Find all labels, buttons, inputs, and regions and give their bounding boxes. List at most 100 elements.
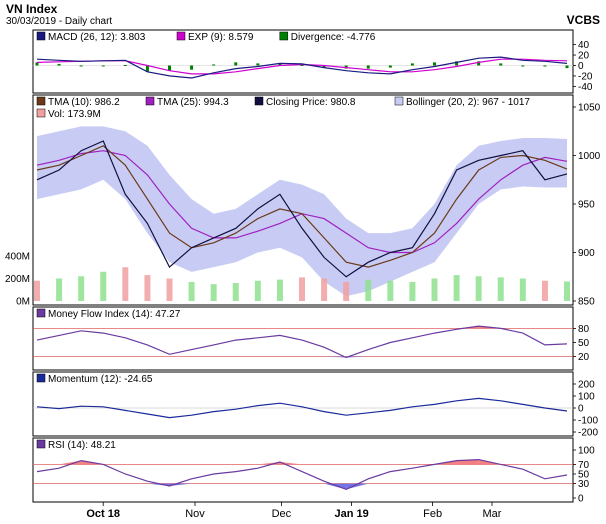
volume-bar xyxy=(519,278,526,301)
y-tick-label: -20 xyxy=(578,71,593,82)
legend-swatch xyxy=(36,373,46,383)
divergence-bar xyxy=(123,64,127,66)
divergence-bar xyxy=(499,63,503,66)
volume-bar xyxy=(541,280,548,301)
volume-tick-label: 400M xyxy=(5,252,30,263)
divergence-bar xyxy=(543,65,547,67)
volume-bar xyxy=(144,275,151,301)
volume-tick-label: 200M xyxy=(5,274,30,285)
volume-bar xyxy=(232,283,239,301)
volume-bar xyxy=(210,284,217,301)
volume-bar xyxy=(431,278,438,301)
legend-swatch xyxy=(36,108,46,118)
y-tick-label: 50 xyxy=(578,338,590,349)
oversold-fill xyxy=(346,356,369,358)
divergence-bar xyxy=(278,63,282,66)
divergence-bar xyxy=(190,65,194,70)
divergence-bar xyxy=(101,65,105,67)
legend-label: EXP (9): 8.579 xyxy=(188,32,254,43)
y-tick-label: 1000 xyxy=(578,151,601,162)
legend-swatch xyxy=(36,31,46,41)
legend-label: Money Flow Index (14): 47.27 xyxy=(48,309,181,320)
volume-bar xyxy=(299,277,305,301)
volume-tick-label: 0M xyxy=(16,297,30,308)
divergence-bar xyxy=(212,64,216,66)
volume-bar xyxy=(321,278,328,301)
divergence-bar xyxy=(79,65,83,67)
x-tick-label: Jan 19 xyxy=(334,508,368,520)
divergence-bar xyxy=(388,65,392,68)
volume-bar xyxy=(254,280,261,301)
volume-bar xyxy=(122,267,129,301)
volume-bar xyxy=(497,277,504,301)
volume-bar xyxy=(365,279,372,301)
divergence-bar xyxy=(57,63,61,66)
series-momentum-line xyxy=(36,397,568,419)
y-tick-label: 0 xyxy=(578,404,584,415)
volume-bar xyxy=(343,281,350,301)
oversold-fill xyxy=(346,483,369,490)
y-tick-label: 20 xyxy=(578,51,590,62)
legend-label: Divergence: -4.776 xyxy=(291,32,376,43)
legend-swatch xyxy=(176,31,186,41)
legend-swatch xyxy=(36,308,46,318)
legend-swatch xyxy=(36,439,46,449)
series-rsi-line xyxy=(36,458,568,491)
series-macd-line xyxy=(36,56,568,79)
y-tick-label: -100 xyxy=(578,416,598,427)
divergence-bar xyxy=(300,64,304,66)
x-tick-label: Dec xyxy=(272,508,292,520)
overbought-fill xyxy=(59,460,82,465)
divergence-bar xyxy=(168,65,171,71)
divergence-bar xyxy=(455,61,459,66)
legend-swatch xyxy=(254,96,264,106)
x-tick-label: Oct 18 xyxy=(86,508,120,520)
bollinger-band xyxy=(37,126,567,297)
divergence-bar xyxy=(521,65,525,67)
divergence-bar xyxy=(145,65,149,72)
y-tick-label: 950 xyxy=(578,200,595,211)
x-tick-label: Feb xyxy=(423,508,442,520)
legend-swatch xyxy=(36,96,46,106)
y-tick-label: 50 xyxy=(578,470,590,481)
panel-price: 1050 1000 950 900 850 400M 200M 0M TMA (10): 986… xyxy=(5,94,601,308)
y-tick-label: 20 xyxy=(578,352,590,363)
divergence-bar xyxy=(234,62,238,66)
x-axis: Oct 18 Nov Dec Jan 19 Feb Mar xyxy=(86,502,502,520)
volume-bar xyxy=(276,279,283,301)
volume-bar xyxy=(475,276,482,301)
divergence-bar xyxy=(477,61,481,66)
y-tick-label: 80 xyxy=(578,324,590,335)
divergence-bar xyxy=(35,62,39,66)
divergence-bar xyxy=(322,65,326,68)
divergence-bar xyxy=(366,65,370,69)
legend-label: Bollinger (20, 2): 967 - 1017 xyxy=(406,97,530,108)
legend-swatch xyxy=(394,96,404,106)
volume-bar xyxy=(564,281,570,301)
legend-swatch xyxy=(145,96,155,106)
volume-bar xyxy=(188,281,195,301)
y-tick-label: 850 xyxy=(578,297,595,308)
volume-bar xyxy=(100,271,107,301)
panel-frame xyxy=(32,371,574,437)
y-tick-label: 70 xyxy=(578,460,590,471)
legend-label: MACD (26, 12): 3.803 xyxy=(48,32,146,43)
legend-label: TMA (10): 986.2 xyxy=(48,97,120,108)
volume-bar xyxy=(166,278,173,301)
panel-frame xyxy=(32,437,574,503)
y-tick-label: 30 xyxy=(578,479,590,490)
divergence-bar xyxy=(565,65,569,69)
panel-frame xyxy=(32,306,574,371)
volume-bar xyxy=(78,276,85,301)
legend-swatch xyxy=(279,31,289,41)
volume-bar xyxy=(387,280,394,301)
y-tick-label: -200 xyxy=(578,428,598,439)
volume-bar xyxy=(34,280,40,301)
divergence-bar xyxy=(410,63,414,66)
y-tick-label: 100 xyxy=(578,392,595,403)
panel-mfi: 80 50 20 Money Flow Index (14): 47.27 xyxy=(32,306,590,371)
